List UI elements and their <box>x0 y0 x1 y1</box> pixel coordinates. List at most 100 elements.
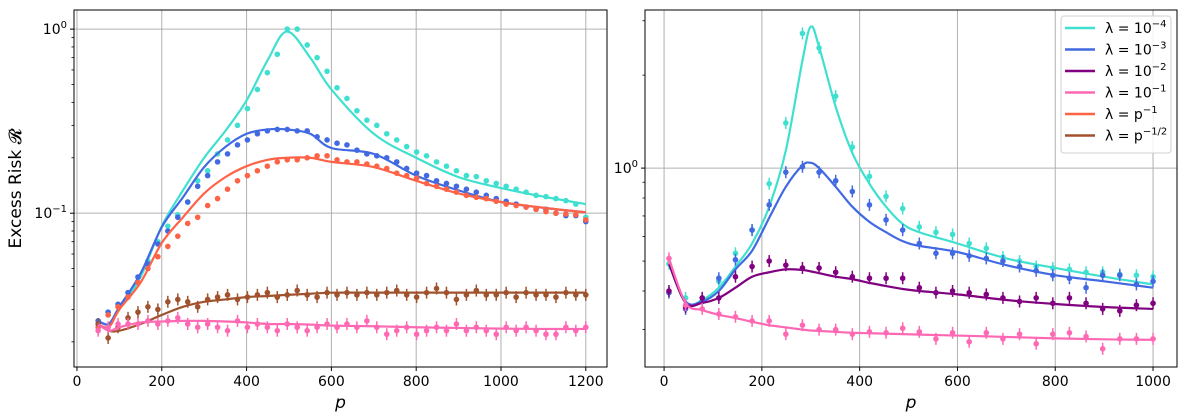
series-l1 <box>666 252 1156 355</box>
data-point <box>933 250 939 257</box>
data-point <box>483 327 490 334</box>
data-point <box>254 292 261 298</box>
data-point <box>383 289 390 296</box>
data-point <box>284 126 291 133</box>
data-point <box>165 243 171 250</box>
data-point <box>234 318 241 324</box>
data-point <box>1050 300 1056 307</box>
legend-label-exponent: −3 <box>1152 41 1167 52</box>
x-tick-label: 800 <box>403 374 430 390</box>
data-point <box>344 289 350 296</box>
data-point <box>1066 275 1073 282</box>
x-tick-label: 200 <box>748 374 775 390</box>
data-point <box>423 289 430 296</box>
series-psqrt <box>95 282 589 344</box>
data-point <box>916 284 923 291</box>
data-point <box>732 273 739 280</box>
data-point <box>443 327 450 334</box>
data-point <box>749 318 755 324</box>
data-point <box>304 128 310 134</box>
data-point <box>383 130 390 137</box>
data-point <box>334 156 340 163</box>
data-point <box>573 201 579 207</box>
legend-label-base: λ = 10 <box>1105 21 1152 37</box>
data-point <box>463 186 470 192</box>
data-point <box>155 306 161 313</box>
data-point <box>364 151 370 157</box>
data-point <box>423 180 430 187</box>
data-point <box>732 314 739 320</box>
series-l1 <box>95 311 589 341</box>
data-point <box>783 331 789 337</box>
y-tick-label-exponent: 0 <box>632 159 638 170</box>
data-point <box>766 258 772 264</box>
data-point <box>983 245 990 252</box>
data-point <box>983 255 990 262</box>
data-point <box>244 137 251 143</box>
legend: λ = 10−4λ = 10−3λ = 10−2λ = 10−1λ = p−1λ… <box>1060 15 1172 154</box>
data-point <box>732 250 739 257</box>
data-point <box>766 202 772 208</box>
data-point <box>304 327 310 334</box>
data-point <box>483 177 490 184</box>
data-point <box>866 275 873 282</box>
data-point <box>413 175 420 181</box>
axes-frame <box>644 9 1178 368</box>
series-line-l1 <box>97 319 586 332</box>
data-point <box>125 294 131 300</box>
legend-label: λ = p−1/2 <box>1105 127 1167 145</box>
data-point <box>135 279 141 286</box>
data-point <box>816 45 822 51</box>
data-point <box>254 130 261 137</box>
data-point <box>314 54 320 61</box>
data-point <box>184 299 191 305</box>
data-point <box>334 292 340 298</box>
data-point <box>513 186 519 192</box>
data-point <box>483 292 490 298</box>
y-axis-label: Excess Risk 𝓡 <box>6 128 26 248</box>
data-point <box>135 309 141 315</box>
data-point <box>983 329 990 336</box>
data-point <box>264 69 271 76</box>
data-point <box>463 327 470 334</box>
data-point <box>383 154 390 161</box>
data-point <box>413 170 420 176</box>
data-point <box>115 321 121 327</box>
data-point <box>766 180 772 187</box>
data-point <box>966 253 972 259</box>
data-point <box>1116 272 1123 279</box>
data-point <box>563 289 569 296</box>
data-point <box>899 325 906 332</box>
legend-entry: λ = 10−4 <box>1065 19 1166 37</box>
data-point <box>364 161 370 167</box>
legend-label: λ = 10−4 <box>1105 19 1166 37</box>
data-point <box>523 289 529 296</box>
data-point <box>949 329 956 336</box>
data-point <box>115 304 121 310</box>
data-point <box>244 172 251 179</box>
data-point <box>433 177 440 184</box>
data-point <box>582 217 589 223</box>
data-point <box>1050 272 1056 279</box>
data-point <box>1016 331 1023 337</box>
data-point <box>699 306 706 312</box>
data-point <box>749 227 755 233</box>
data-point <box>513 327 519 334</box>
series-line-l4 <box>97 30 586 326</box>
data-point <box>244 324 251 331</box>
data-point <box>274 294 281 300</box>
data-point <box>453 189 460 196</box>
data-point <box>933 229 939 236</box>
data-point <box>493 331 500 338</box>
data-point <box>933 289 939 296</box>
data-point <box>483 195 490 202</box>
data-point <box>1016 298 1023 305</box>
data-point <box>866 202 873 208</box>
series-l4 <box>95 26 589 326</box>
data-point <box>403 172 410 179</box>
legend-label-exponent: −1 <box>1143 105 1158 116</box>
data-point <box>553 331 559 338</box>
data-point <box>1116 336 1123 342</box>
data-point <box>1033 295 1039 301</box>
data-point <box>1050 331 1056 337</box>
